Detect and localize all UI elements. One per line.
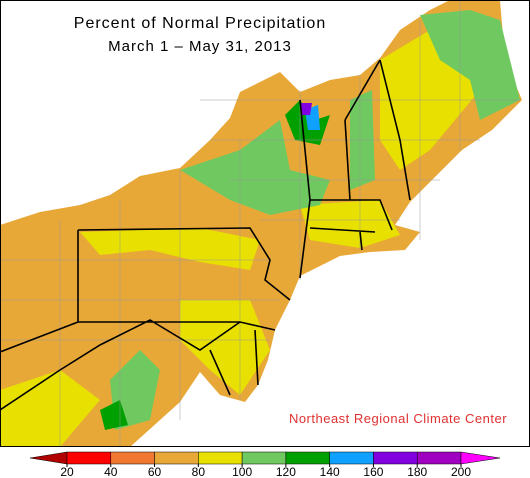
legend-segment (285, 451, 330, 465)
map: Percent of Normal Precipitation March 1 … (0, 0, 530, 447)
legend-tick-label: 200 (451, 465, 471, 478)
legend-tick-label: 100 (232, 465, 252, 478)
legend-tick-label: 140 (320, 465, 340, 478)
legend-segment (373, 451, 418, 465)
legend-segment (416, 451, 462, 465)
legend-segment (29, 451, 68, 465)
map-title: Percent of Normal Precipitation (74, 15, 326, 32)
credit: Northeast Regional Climate Center (289, 411, 507, 426)
legend-tick-label: 60 (148, 465, 162, 478)
purple-region (300, 103, 312, 115)
legend-segment (198, 451, 243, 465)
legend-tick-label: 180 (407, 465, 427, 478)
legend-segment (154, 451, 199, 465)
legend-segment (329, 451, 374, 465)
legend-segment (241, 451, 287, 465)
green-region (110, 10, 520, 430)
legend-tick-label: 20 (60, 465, 74, 478)
county-lines (0, 0, 520, 447)
state-borders (0, 59, 411, 411)
darkgreen-region (100, 100, 330, 430)
map-subtitle: March 1 – May 31, 2013 (108, 38, 292, 55)
legend-tick-label: 40 (104, 465, 118, 478)
color-legend: 20 40 60 80 100 120 140 160 180 200 (29, 451, 501, 478)
legend-segment (66, 451, 112, 465)
legend-segment (460, 451, 501, 465)
legend-tick-label: 80 (192, 465, 206, 478)
legend-segment (110, 451, 155, 465)
legend-tick-label: 120 (276, 465, 296, 478)
legend-tick-label: 160 (363, 465, 383, 478)
